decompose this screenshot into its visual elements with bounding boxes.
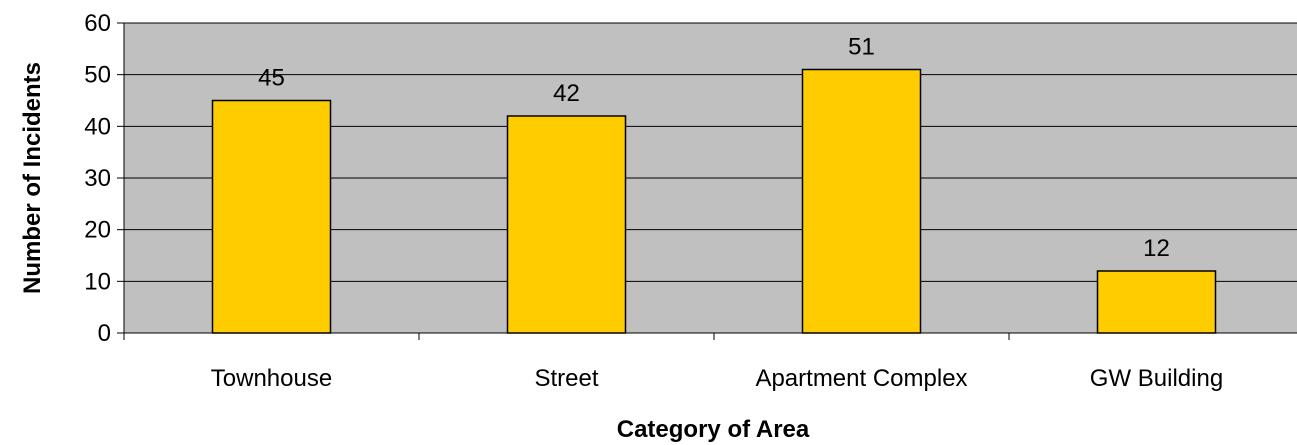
- y-tick-label: 50: [84, 62, 111, 89]
- x-category-label: Apartment Complex: [755, 365, 967, 392]
- bar-gw-building: [1096, 270, 1217, 334]
- y-tick-label: 0: [98, 320, 111, 347]
- labels-group: 0 10 20 30 40 50 60 45 Townhouse 42 Street 51 Apartm…: [84, 10, 1223, 392]
- bar-apartment-complex: [801, 68, 922, 334]
- x-category-label: Townhouse: [211, 365, 332, 392]
- y-tick-label: 20: [84, 217, 111, 244]
- y-tick-label: 30: [84, 165, 111, 192]
- axes-group: [117, 22, 1297, 340]
- x-category-label: GW Building: [1090, 365, 1223, 392]
- data-label: 51: [848, 34, 875, 61]
- y-tick-label: 10: [84, 268, 111, 295]
- y-axis-title: Number of Incidents: [19, 62, 46, 294]
- y-tick-label: 40: [84, 113, 111, 140]
- x-axis-title: Category of Area: [617, 416, 810, 443]
- bars-group: [211, 68, 1217, 334]
- bar-street: [506, 115, 627, 334]
- y-tick-label: 60: [84, 10, 111, 37]
- x-category-label: Street: [534, 365, 598, 392]
- data-label: 42: [553, 80, 580, 107]
- bar-townhouse: [211, 99, 332, 334]
- data-label: 45: [258, 65, 285, 92]
- data-label: 12: [1143, 235, 1170, 262]
